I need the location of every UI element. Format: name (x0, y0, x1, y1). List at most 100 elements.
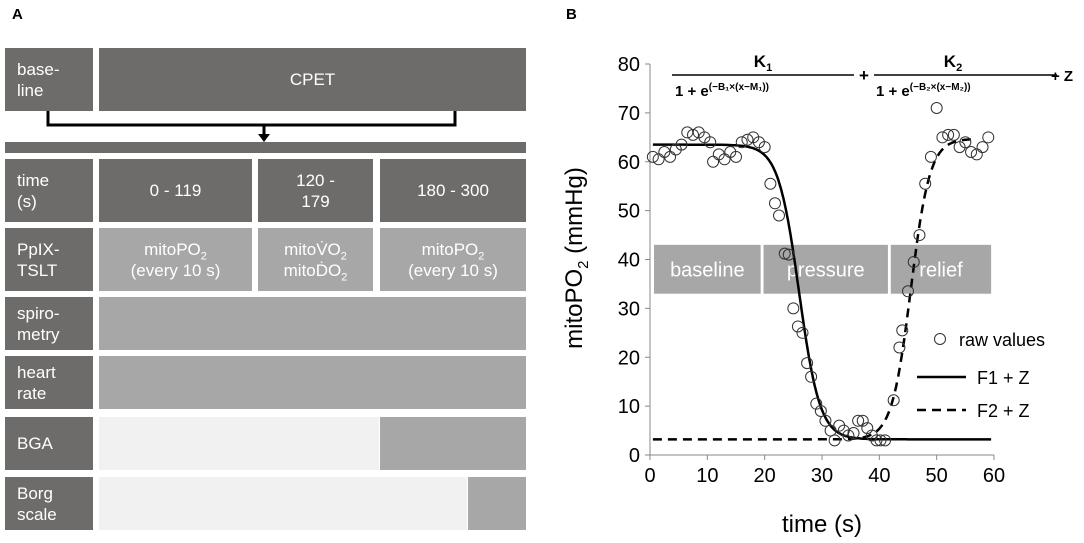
heart-rate-label-1: heart (17, 362, 56, 382)
raw-value-point (814, 405, 827, 418)
raw-value-point (919, 177, 932, 190)
borg-label-2: scale (17, 504, 57, 524)
x-tick-label: 40 (868, 465, 890, 487)
raw-value-point (828, 434, 841, 447)
x-tick-label: 20 (754, 465, 776, 487)
raw-value-point (833, 419, 846, 432)
ppix-middle-line-2: mitoḊO2 (283, 260, 348, 283)
raw-value-point (791, 320, 804, 333)
formula: K1 1 + e(−B₁×(x−M₁)) + K2 1 + e(−B₂×(x−M… (672, 52, 1073, 100)
legend-raw-label: raw values (959, 330, 1045, 350)
axes: 0 10 20 30 40 50 60 70 80 0 10 20 30 40 50 60 (618, 54, 1005, 487)
raw-value-point (718, 153, 731, 166)
ppix-cell-last: mitoPO2 (every 10 s) (380, 228, 526, 291)
ppix-middle-sub-1: 2 (340, 249, 347, 262)
raw-value-point (796, 326, 809, 339)
time-range-2-text-1: 120 - (296, 170, 335, 190)
raw-value-point (778, 247, 791, 260)
raw-value-point (852, 414, 865, 427)
raw-value-point (982, 131, 995, 144)
ppix-middle-main-1: mitoV̇O (284, 239, 341, 259)
ppix-middle-main-2: mitoḊO (283, 260, 342, 280)
raw-value-point (879, 434, 892, 447)
time-range-2-text-2: 179 (301, 191, 330, 211)
raw-value-point (687, 128, 699, 141)
raw-value-point (947, 128, 960, 141)
f2-curve (652, 137, 977, 441)
phase-label-relief: relief (919, 259, 963, 281)
raw-value-points (646, 101, 995, 447)
panel-b-letter: B (566, 6, 577, 23)
y-tick-label: 30 (618, 298, 640, 320)
raw-value-point (707, 155, 720, 168)
raw-value-point (970, 148, 983, 161)
raw-value-point (936, 131, 949, 144)
raw-value-point (930, 101, 943, 114)
raw-value-point (965, 145, 978, 158)
bga-active-bar (380, 417, 526, 470)
phase-boxes: baseline pressure relief (654, 244, 992, 294)
raw-value-point (675, 138, 688, 151)
y-tick-label: 0 (629, 445, 640, 467)
ppix-last-sub: 2 (478, 249, 485, 262)
phase-box-0 (654, 244, 761, 294)
raw-value-point (902, 285, 914, 298)
phase-label-baseline: baseline (670, 259, 745, 281)
mitopo2-chart: K1 1 + e(−B₁×(x−M₁)) + K2 1 + e(−B₂×(x−M… (561, 52, 1073, 538)
phase-box-1 (763, 244, 888, 294)
y-tick-label: 50 (618, 201, 640, 223)
raw-value-point (758, 141, 771, 154)
formula-term2-denominator: 1 + e(−B₂×(x−M₂)) (876, 82, 971, 100)
y-tick-label: 80 (618, 54, 640, 76)
cpet-label: CPET (289, 70, 336, 89)
raw-value-point (801, 357, 814, 370)
borg-empty-bar (99, 477, 467, 530)
raw-value-point (924, 150, 937, 163)
spirometry-label-cell: spiro-metry (5, 297, 93, 350)
raw-value-point (782, 248, 795, 261)
time-range-2: 120 -179 (258, 159, 373, 222)
raw-value-point (764, 177, 777, 190)
ppix-label-1: PpIX- (17, 239, 60, 259)
raw-value-point (907, 255, 920, 268)
spirometry-label-1: spiro- (17, 303, 60, 323)
time-range-3: 180 - 300 (380, 159, 526, 222)
divider-bar (5, 142, 526, 153)
ppix-label-cell: PpIX- TSLT (5, 228, 93, 291)
heart-rate-bar (99, 356, 526, 409)
ppix-middle-sub-2: 2 (341, 270, 348, 283)
raw-value-point (942, 128, 955, 141)
y-tick-label: 70 (618, 103, 640, 125)
heart-rate-label-2: rate (17, 383, 47, 403)
raw-value-point (856, 414, 869, 427)
ppix-first-sub: 2 (200, 249, 207, 262)
y-tick-label: 10 (618, 396, 640, 418)
raw-value-point (861, 422, 874, 435)
time-range-1-text: 0 - 119 (149, 181, 202, 200)
borg-active-bar (468, 477, 526, 530)
formula-tail: + Z (1051, 68, 1073, 85)
raw-value-point (847, 427, 860, 440)
cpet-bracket (46, 111, 457, 142)
raw-value-point (741, 133, 754, 146)
raw-value-point (893, 341, 906, 354)
formula-term1-denominator: 1 + e(−B₁×(x−M₁)) (675, 82, 769, 100)
ppix-first-note: (every 10 s) (130, 260, 221, 280)
x-tick-label: 50 (926, 465, 948, 487)
baseline-label-2: line (17, 80, 44, 100)
raw-value-point (837, 424, 850, 437)
ppix-cell-middle: mitoV̇O2 mitoḊO2 (258, 228, 373, 291)
panel-a-letter: A (12, 6, 23, 23)
raw-value-point (787, 302, 800, 315)
raw-value-point (805, 370, 818, 383)
ppix-last-main: mitoPO (421, 239, 479, 259)
y-tick-label: 40 (618, 250, 640, 272)
raw-value-point (704, 136, 717, 149)
raw-value-point (652, 153, 665, 166)
x-tick-label: 30 (811, 465, 833, 487)
time-label-1: time (17, 170, 50, 190)
raw-value-point (976, 141, 989, 154)
raw-value-point (735, 136, 748, 149)
raw-value-point (896, 324, 909, 337)
legend-raw-marker (934, 333, 946, 345)
